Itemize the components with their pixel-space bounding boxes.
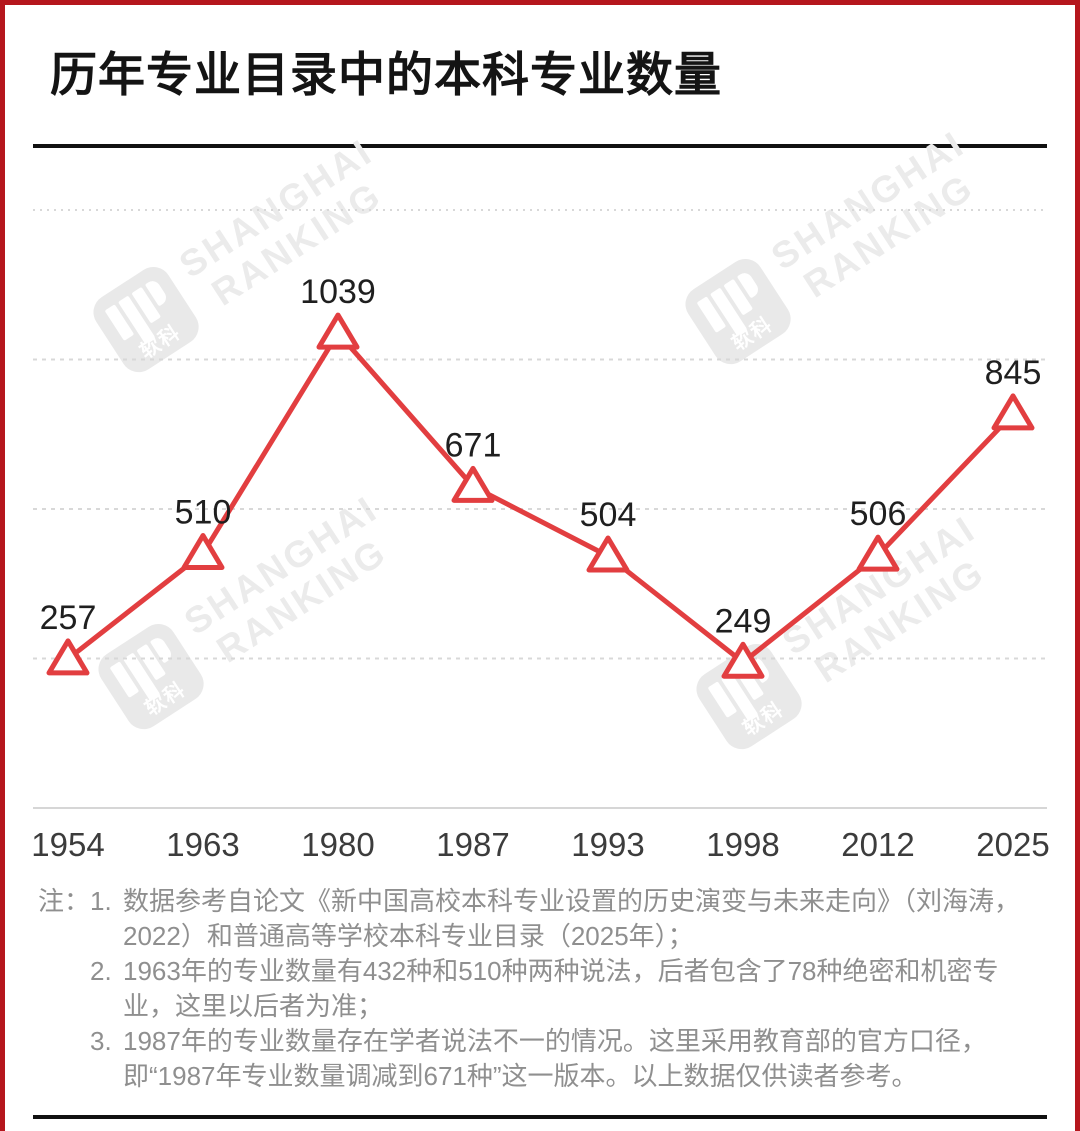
watermark-top-left: 软科 SHANGHAI RANKING: [86, 130, 405, 380]
watermark-brand-text: SHANGHAI RANKING: [172, 130, 390, 314]
footnote-prefix: 注：: [38, 886, 91, 916]
chart-point-marker: [856, 534, 900, 572]
data-label: 257: [40, 599, 97, 637]
chart-point-marker: [46, 638, 90, 676]
watermark-bottom-right: 软科 SHANGHAI RANKING: [689, 507, 1008, 757]
footnote-list: 数据参考自论文《新中国高校本科专业设置的历史演变与未来走向》（刘海涛，2022）…: [90, 884, 1050, 1094]
footnote-item: 1963年的专业数量有432种和510种两种说法，后者包含了78种绝密和机密专业…: [90, 954, 999, 1021]
data-label: 671: [445, 426, 502, 464]
x-tick-label: 1987: [436, 826, 509, 863]
watermark-brand-text: SHANGHAI RANKING: [177, 487, 395, 671]
frame-border-top: [0, 0, 1080, 5]
series-line: [66, 330, 1015, 665]
x-tick-label: 1954: [31, 826, 104, 863]
frame-border-right: [1075, 0, 1080, 1131]
shanghairanking-logo-icon: 软科: [91, 617, 211, 737]
x-tick-label: 1963: [166, 826, 239, 863]
data-label: 510: [175, 494, 232, 532]
chart-point-marker: [181, 533, 225, 570]
x-tick-label: 1993: [571, 826, 644, 863]
chart-point-marker: [586, 535, 630, 573]
x-tick-label: 1980: [301, 826, 374, 863]
title-underline: [33, 144, 1047, 148]
bottom-rule: [33, 1115, 1047, 1119]
shanghairanking-logo-icon: 软科: [678, 252, 798, 372]
data-label: 845: [985, 354, 1042, 392]
shanghairanking-logo-icon: 软科: [86, 260, 206, 380]
footnotes: 注： 数据参考自论文《新中国高校本科专业设置的历史演变与未来走向》（刘海涛，20…: [38, 884, 1050, 1094]
data-label: 1039: [300, 273, 376, 311]
data-label: 249: [715, 602, 772, 640]
data-label: 506: [850, 495, 907, 533]
page-title: 历年专业目录中的本科专业数量: [50, 48, 722, 101]
x-tick-label: 2012: [841, 826, 914, 863]
chart-point-marker: [451, 465, 495, 503]
data-label: 504: [580, 496, 637, 534]
chart-point-marker: [991, 393, 1035, 431]
frame-border-left: [0, 0, 5, 1131]
chart-point-marker: [721, 641, 765, 679]
watermark-bottom-left: 软科 SHANGHAI RANKING: [91, 487, 410, 737]
watermark-top-right: 软科 SHANGHAI RANKING: [678, 122, 997, 372]
x-tick-label: 2025: [976, 826, 1049, 863]
footnote-item: 1987年的专业数量存在学者说法不一的情况。这里采用教育部的官方口径，即“198…: [90, 1024, 987, 1091]
watermark-brand-text: SHANGHAI RANKING: [764, 122, 982, 306]
x-tick-label: 1998: [706, 826, 779, 863]
watermark-brand-text: SHANGHAI RANKING: [775, 507, 993, 691]
chart-point-marker: [316, 312, 360, 350]
shanghairanking-logo-icon: 软科: [689, 637, 809, 757]
footnote-item: 数据参考自论文《新中国高校本科专业设置的历史演变与未来走向》（刘海涛，2022）…: [90, 884, 1021, 951]
